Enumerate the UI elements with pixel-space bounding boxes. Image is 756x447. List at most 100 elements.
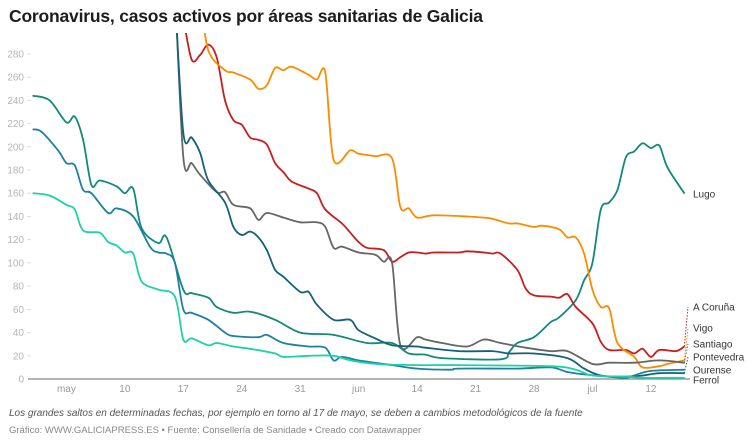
series-line-vigo bbox=[203, 33, 685, 369]
data-point-santiago bbox=[483, 338, 485, 341]
data-point-lugo bbox=[157, 242, 160, 245]
data-point-ferrol bbox=[349, 359, 352, 362]
data-point-pontevedra bbox=[199, 151, 201, 154]
data-point-santiago bbox=[190, 162, 193, 164]
data-point-santiago bbox=[566, 350, 569, 353]
data-point-a-coruna bbox=[274, 162, 277, 164]
data-point-vigo bbox=[224, 69, 226, 72]
data-point-ourense bbox=[307, 345, 310, 348]
data-point-vigo bbox=[516, 222, 519, 225]
data-point-vigo bbox=[332, 158, 335, 161]
data-point-a-coruna bbox=[232, 119, 235, 121]
data-point-lugo bbox=[115, 185, 118, 188]
data-point-a-coruna bbox=[533, 294, 535, 297]
y-tick-label: 80 bbox=[13, 282, 25, 293]
data-point-a-coruna bbox=[491, 252, 494, 255]
data-point-a-coruna bbox=[658, 349, 661, 351]
data-point-lugo bbox=[82, 138, 84, 141]
data-point-ferrol bbox=[457, 364, 460, 366]
data-point-santiago bbox=[591, 363, 594, 365]
data-point-santiago bbox=[374, 253, 377, 256]
data-point-santiago bbox=[499, 342, 502, 344]
data-point-a-coruna bbox=[349, 231, 352, 234]
data-point-ourense bbox=[416, 367, 418, 370]
data-point-pontevedra bbox=[249, 230, 252, 233]
data-point-lugo bbox=[65, 121, 68, 124]
data-point-pontevedra bbox=[491, 350, 494, 353]
data-point-santiago bbox=[549, 350, 552, 353]
data-point-lugo bbox=[32, 94, 34, 97]
data-point-ourense bbox=[232, 335, 235, 337]
data-point-vigo bbox=[574, 236, 577, 239]
data-point-ourense bbox=[265, 333, 268, 336]
data-point-vigo bbox=[349, 149, 352, 152]
data-point-ourense bbox=[165, 252, 168, 255]
data-point-santiago bbox=[357, 251, 360, 254]
data-point-a-coruna bbox=[215, 56, 218, 59]
data-point-ourense bbox=[82, 188, 84, 191]
y-tick-label: 20 bbox=[13, 351, 25, 362]
data-point-lugo bbox=[299, 331, 302, 334]
data-point-vigo bbox=[591, 288, 594, 291]
label-connector-vigo bbox=[683, 327, 689, 361]
data-point-ourense bbox=[115, 207, 118, 210]
data-point-ferrol bbox=[641, 376, 644, 379]
data-point-vigo bbox=[583, 252, 585, 255]
x-tick-label: jul bbox=[586, 384, 597, 395]
data-point-lugo bbox=[583, 279, 585, 282]
data-point-lugo bbox=[516, 342, 519, 344]
y-tick-label: 180 bbox=[7, 166, 24, 177]
data-point-lugo bbox=[232, 311, 235, 314]
data-point-santiago bbox=[224, 191, 226, 193]
data-point-ferrol bbox=[190, 337, 193, 340]
y-axis: 0 20 40 60 80 100 120 140 160 180 200 220 240 260 280 bbox=[7, 49, 690, 386]
x-tick-label: 12 bbox=[645, 384, 657, 395]
data-point-vigo bbox=[399, 206, 402, 209]
data-point-lugo bbox=[73, 115, 76, 118]
data-point-pontevedra bbox=[374, 337, 377, 340]
data-point-lugo bbox=[533, 336, 535, 339]
data-point-ourense bbox=[357, 359, 360, 362]
data-point-ferrol bbox=[132, 252, 135, 255]
data-point-lugo bbox=[332, 333, 335, 336]
data-point-santiago bbox=[316, 221, 318, 224]
data-point-ferrol bbox=[416, 364, 418, 366]
series-line-ourense bbox=[32, 128, 685, 379]
data-point-ferrol bbox=[157, 288, 160, 291]
data-point-vigo bbox=[282, 69, 285, 72]
y-tick-label: 200 bbox=[7, 142, 24, 153]
data-point-santiago bbox=[182, 156, 185, 159]
data-point-a-coruna bbox=[608, 349, 611, 351]
data-point-santiago bbox=[332, 246, 335, 249]
data-point-ourense bbox=[449, 368, 452, 371]
data-point-vigo bbox=[257, 87, 260, 90]
data-point-pontevedra bbox=[232, 226, 235, 228]
data-point-pontevedra bbox=[207, 179, 210, 182]
data-point-santiago bbox=[524, 346, 527, 349]
data-point-ourense bbox=[633, 374, 636, 377]
data-point-a-coruna bbox=[675, 350, 677, 353]
data-point-ourense bbox=[566, 371, 569, 373]
data-point-a-coruna bbox=[466, 250, 469, 253]
data-point-a-coruna bbox=[483, 251, 485, 254]
data-point-vigo bbox=[566, 236, 569, 239]
data-point-ourense bbox=[650, 369, 652, 372]
data-point-pontevedra bbox=[332, 318, 335, 321]
data-point-lugo bbox=[650, 147, 652, 149]
data-point-a-coruna bbox=[249, 136, 252, 139]
data-point-santiago bbox=[282, 216, 285, 219]
data-point-pontevedra bbox=[566, 357, 569, 360]
data-point-santiago bbox=[608, 361, 611, 364]
data-point-ourense bbox=[190, 311, 193, 314]
data-point-pontevedra bbox=[265, 249, 268, 252]
data-point-vigo bbox=[290, 65, 293, 68]
data-point-ourense bbox=[90, 192, 93, 195]
data-point-pontevedra bbox=[316, 303, 318, 306]
data-point-lugo bbox=[123, 192, 126, 195]
data-point-ourense bbox=[174, 262, 176, 264]
data-point-pontevedra bbox=[357, 329, 360, 332]
data-point-a-coruna bbox=[558, 296, 560, 299]
data-point-ferrol bbox=[215, 342, 218, 344]
data-point-lugo bbox=[249, 310, 252, 313]
data-point-lugo bbox=[499, 358, 502, 361]
